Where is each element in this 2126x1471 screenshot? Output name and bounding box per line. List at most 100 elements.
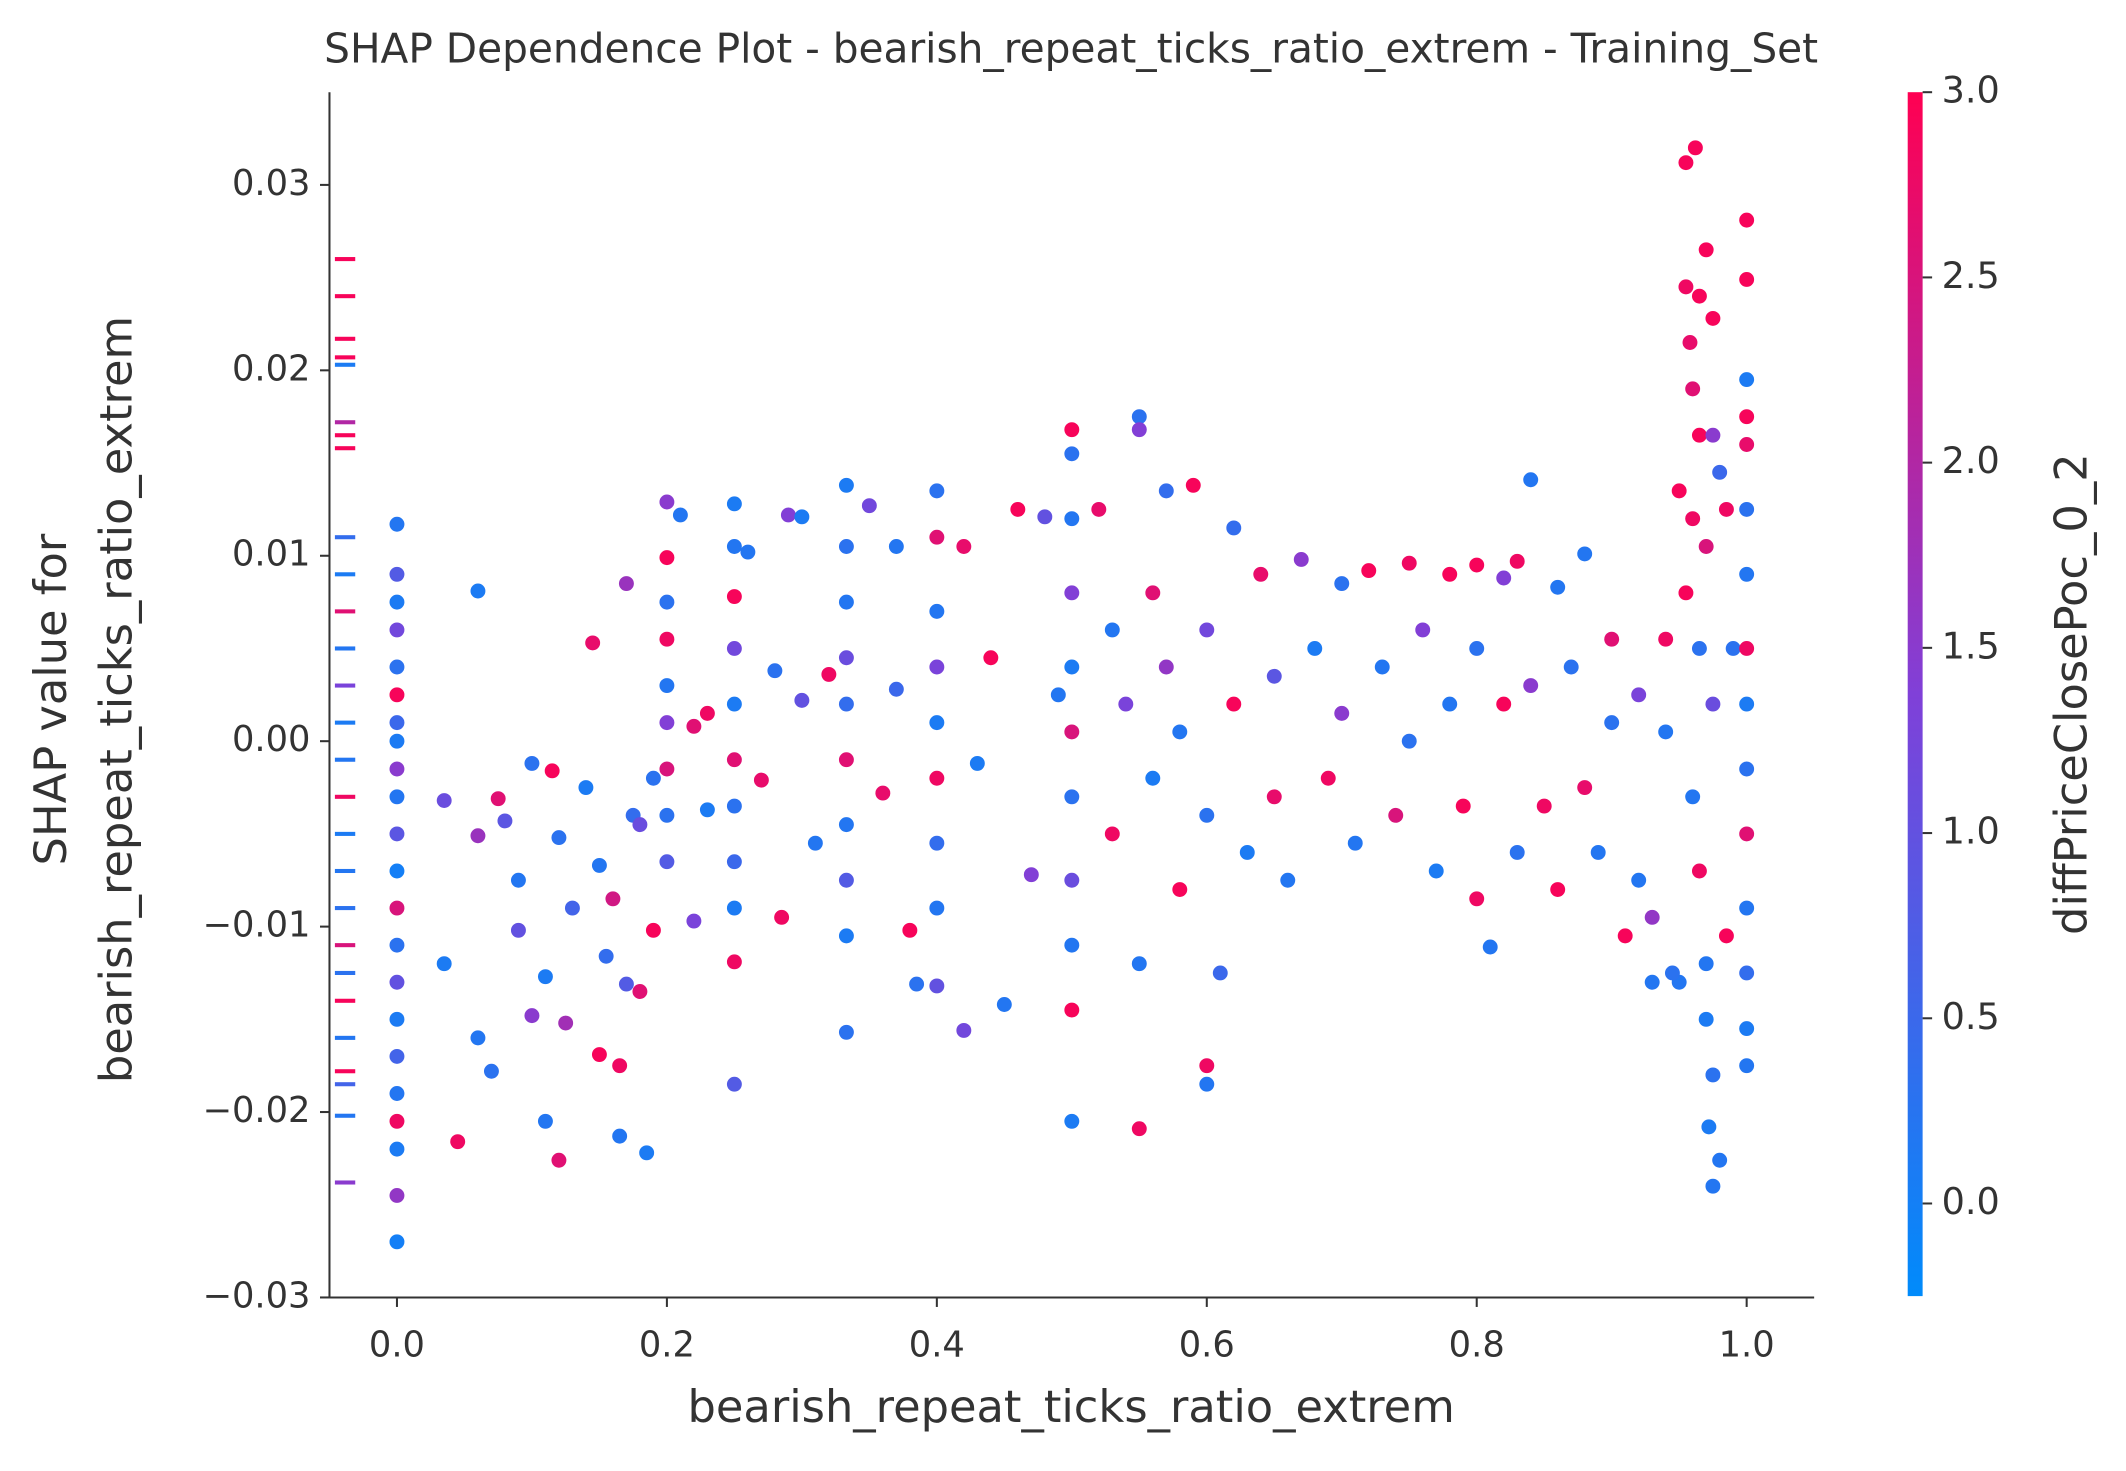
colorbar-tick-label: 0.0 <box>1942 1180 2000 1223</box>
point <box>1577 780 1593 795</box>
point <box>470 1030 486 1046</box>
point <box>1658 631 1674 647</box>
point <box>726 752 742 768</box>
point <box>740 544 756 560</box>
point <box>1617 928 1633 944</box>
y-axis-label: bearish_repeat_ticks_ratio_extrem <box>89 316 142 1083</box>
y-tick-label: 0.02 <box>232 348 311 389</box>
point <box>1199 622 1215 638</box>
point <box>838 1024 854 1040</box>
point <box>497 813 513 829</box>
point <box>645 922 661 938</box>
point <box>838 872 854 888</box>
missing-value-tick <box>334 998 356 1003</box>
point <box>1671 483 1687 499</box>
point <box>1469 891 1485 907</box>
point <box>618 976 634 992</box>
colorbar-tick-label: 2.0 <box>1942 439 2000 482</box>
y-axis-label: SHAP value for <box>24 533 77 865</box>
point <box>524 1008 540 1024</box>
point <box>1705 696 1721 712</box>
point <box>1739 501 1755 517</box>
point <box>1361 563 1377 579</box>
point <box>389 900 405 916</box>
point <box>1064 422 1080 438</box>
point <box>929 659 945 675</box>
point <box>1678 585 1694 601</box>
point <box>389 1048 405 1064</box>
point <box>632 984 648 999</box>
point <box>1725 641 1741 656</box>
point <box>389 622 405 638</box>
point <box>1266 789 1282 805</box>
point <box>1664 965 1680 981</box>
point <box>888 681 904 697</box>
point <box>1604 715 1620 731</box>
point <box>537 969 553 985</box>
point <box>672 507 688 523</box>
point <box>686 913 702 929</box>
point <box>632 817 648 833</box>
point <box>1401 733 1417 749</box>
point <box>1064 872 1080 888</box>
point <box>1631 872 1647 888</box>
point <box>1320 770 1336 786</box>
point <box>1739 372 1755 388</box>
point <box>1658 724 1674 740</box>
point <box>1334 576 1350 592</box>
point <box>1118 696 1134 712</box>
point <box>1691 288 1707 304</box>
point <box>929 978 945 994</box>
point <box>436 956 452 972</box>
point <box>389 1234 405 1250</box>
colorbar-tick-label: 3.0 <box>1942 69 2000 112</box>
point <box>1739 1058 1755 1074</box>
point <box>1718 501 1734 517</box>
point <box>1739 437 1755 452</box>
point <box>929 715 945 731</box>
point <box>1212 965 1228 981</box>
point <box>659 494 675 510</box>
point <box>1253 566 1269 582</box>
points <box>334 140 1755 1250</box>
point <box>659 631 675 647</box>
point <box>1604 631 1620 647</box>
point <box>1691 427 1707 443</box>
point <box>1334 705 1350 721</box>
missing-value-tick <box>334 433 356 438</box>
missing-value-tick <box>334 720 356 725</box>
point <box>774 909 790 925</box>
point <box>1131 1121 1147 1137</box>
point <box>524 755 540 771</box>
point <box>490 791 506 807</box>
point <box>564 900 580 916</box>
point <box>551 830 567 846</box>
missing-value-tick <box>334 609 356 614</box>
point <box>510 922 526 938</box>
point <box>699 802 715 818</box>
point <box>1644 974 1660 990</box>
point <box>1482 939 1498 955</box>
point <box>929 900 945 916</box>
point <box>1682 335 1698 350</box>
point <box>389 1011 405 1027</box>
missing-value-tick <box>334 683 356 688</box>
missing-value-tick <box>334 943 356 948</box>
point <box>838 817 854 833</box>
point <box>1064 511 1080 527</box>
point <box>1685 381 1701 397</box>
point <box>1091 501 1107 517</box>
point <box>1678 279 1694 295</box>
point <box>902 922 918 938</box>
y-tick-label: 0.01 <box>232 534 311 575</box>
point <box>612 1058 628 1074</box>
point <box>1199 807 1215 823</box>
missing-value-tick <box>334 1180 356 1185</box>
point <box>929 529 945 545</box>
point <box>1388 807 1404 823</box>
point <box>726 696 742 712</box>
point <box>1712 464 1728 480</box>
point <box>1172 724 1188 740</box>
